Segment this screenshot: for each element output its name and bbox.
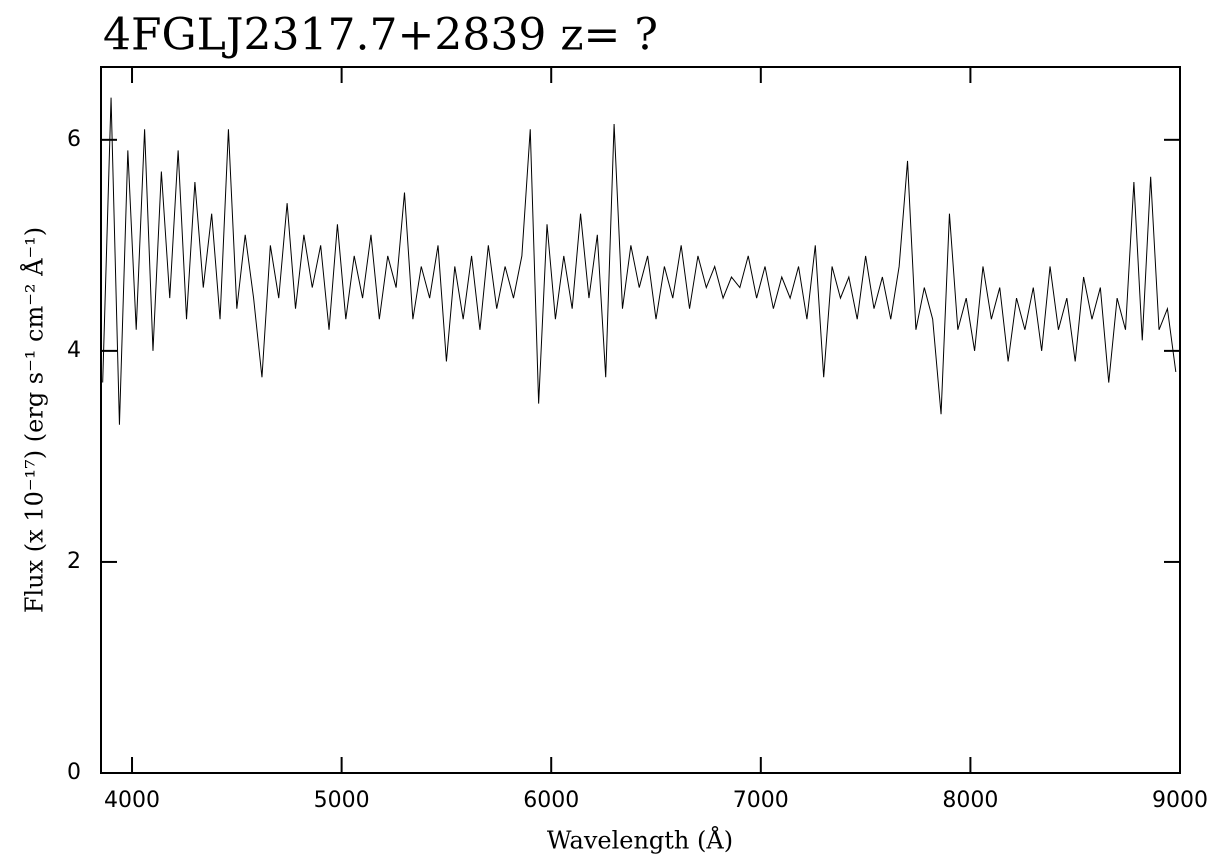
x-tick-label: 8000	[942, 788, 998, 813]
y-tick-label: 2	[67, 549, 81, 574]
chart-title: 4FGLJ2317.7+2839 z= ?	[103, 10, 658, 61]
x-tick-label: 7000	[733, 788, 789, 813]
x-axis-label: Wavelength (Å)	[547, 826, 733, 855]
plot-frame	[100, 66, 1181, 774]
x-tick-label: 6000	[523, 788, 579, 813]
x-tick-label: 4000	[104, 788, 160, 813]
x-tick-label: 9000	[1152, 788, 1208, 813]
y-tick-label: 0	[67, 760, 81, 785]
spectrum-line	[102, 97, 1177, 425]
y-tick-label: 4	[67, 338, 81, 363]
x-tick-label: 5000	[314, 788, 370, 813]
y-axis-label: Flux (x 10⁻¹⁷) (erg s⁻¹ cm⁻² Å⁻¹)	[20, 227, 49, 613]
y-tick-label: 6	[67, 127, 81, 152]
